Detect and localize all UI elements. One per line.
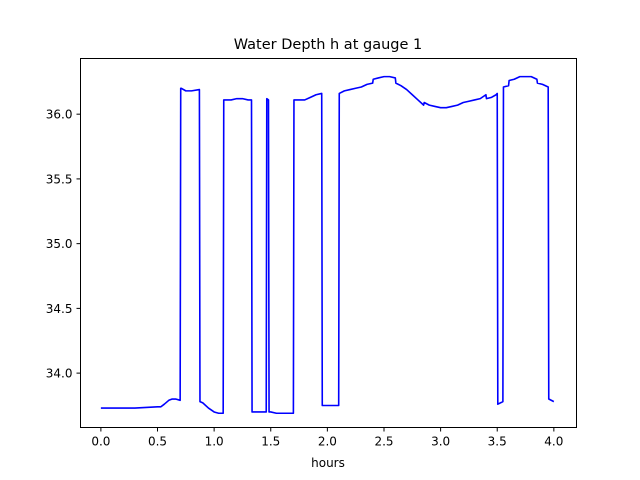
y-tick-label: 35.0 (46, 237, 73, 251)
plot-frame (80, 58, 577, 428)
y-tick-label: 34.5 (46, 302, 73, 316)
y-tick-label: 34.0 (46, 367, 73, 381)
x-tick-label: 4.0 (544, 435, 563, 449)
x-tick-label: 1.5 (261, 435, 280, 449)
x-axis-ticks: 0.0 0.5 1.0 1.5 2.0 2.5 3.0 3.5 4.0 (91, 427, 563, 449)
y-tick-label: 35.5 (46, 172, 73, 186)
series-line-1 (100, 75, 555, 415)
chart-title: Water Depth h at gauge 1 (234, 37, 422, 53)
series-layer (100, 75, 555, 415)
x-tick-label: 3.5 (488, 435, 507, 449)
x-tick-label: 3.0 (431, 435, 450, 449)
x-tick-label: 2.0 (318, 435, 337, 449)
x-tick-label: 2.5 (374, 435, 393, 449)
x-tick-label: 1.0 (205, 435, 224, 449)
y-tick-label: 36.0 (46, 108, 73, 122)
x-tick-label: 0.5 (148, 435, 167, 449)
x-tick-label: 0.0 (91, 435, 110, 449)
x-axis-label: hours (311, 456, 345, 470)
y-axis-ticks: 34.0 34.5 35.0 35.5 36.0 (46, 108, 81, 381)
